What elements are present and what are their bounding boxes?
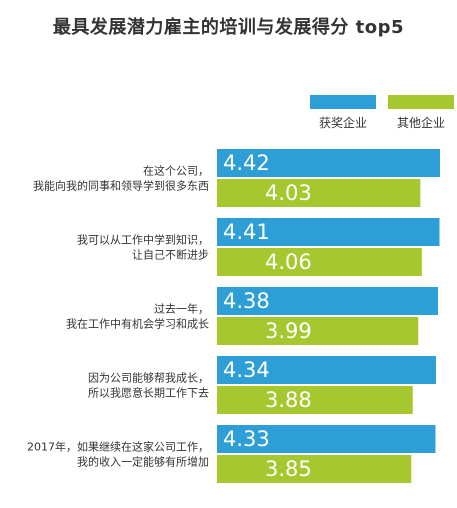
category-label-1-line-1: 让自己不断进步 [132,248,209,262]
legend: 获奖企业 其他企业 [310,95,457,135]
category-label-3-line-0: 因为公司能够帮我成长， [88,371,209,385]
legend-label-award: 获奖企业 [318,116,367,130]
legend-swatch-award [310,95,376,109]
category-label-3-line-1: 所以我愿意长期工作下去 [88,386,209,400]
category-label-4-line-0: 2017年，如果继续在这家公司工作， [27,440,209,454]
bar-other-3 [217,386,413,414]
bar-other-1 [217,248,422,276]
legend-swatch-other [388,95,454,109]
bar-other-2 [217,317,419,345]
category-label-0-line-1: 我能向我的同事和领导学到很多东西 [33,179,209,193]
bar-other-0 [217,179,421,207]
bar-award-2 [217,287,438,315]
value-label-award-1: 4.41 [223,220,270,244]
value-label-other-3: 3.88 [265,388,312,412]
bar-other-4 [217,455,412,483]
category-label-4-line-1: 我的收入一定能够有所增加 [77,455,209,469]
legend-item-other: 其他企业 [388,95,454,131]
legend-label-other: 其他企业 [396,116,445,130]
legend-item-award: 获奖企业 [310,95,376,131]
category-label-0-line-0: 在这个公司， [143,164,209,178]
value-label-other-0: 4.03 [265,181,312,205]
bar-award-3 [217,356,436,384]
category-label-1-line-0: 我可以从工作中学到知识， [77,233,209,247]
value-label-award-2: 4.38 [223,289,270,313]
chart-title: 最具发展潜力雇主的培训与发展得分 top5 [52,17,405,38]
bar-award-1 [217,218,440,246]
bar-award-0 [217,149,440,177]
category-label-2-line-1: 我在工作中有机会学习和成长 [66,317,209,331]
value-label-award-4: 4.33 [223,427,270,451]
value-label-other-2: 3.99 [265,319,312,343]
value-label-other-4: 3.85 [265,457,312,481]
value-label-other-1: 4.06 [265,250,312,274]
category-label-2-line-0: 过去一年， [154,302,209,316]
bar-award-4 [217,425,436,453]
value-label-award-3: 4.34 [223,358,270,382]
value-label-award-0: 4.42 [223,151,270,175]
